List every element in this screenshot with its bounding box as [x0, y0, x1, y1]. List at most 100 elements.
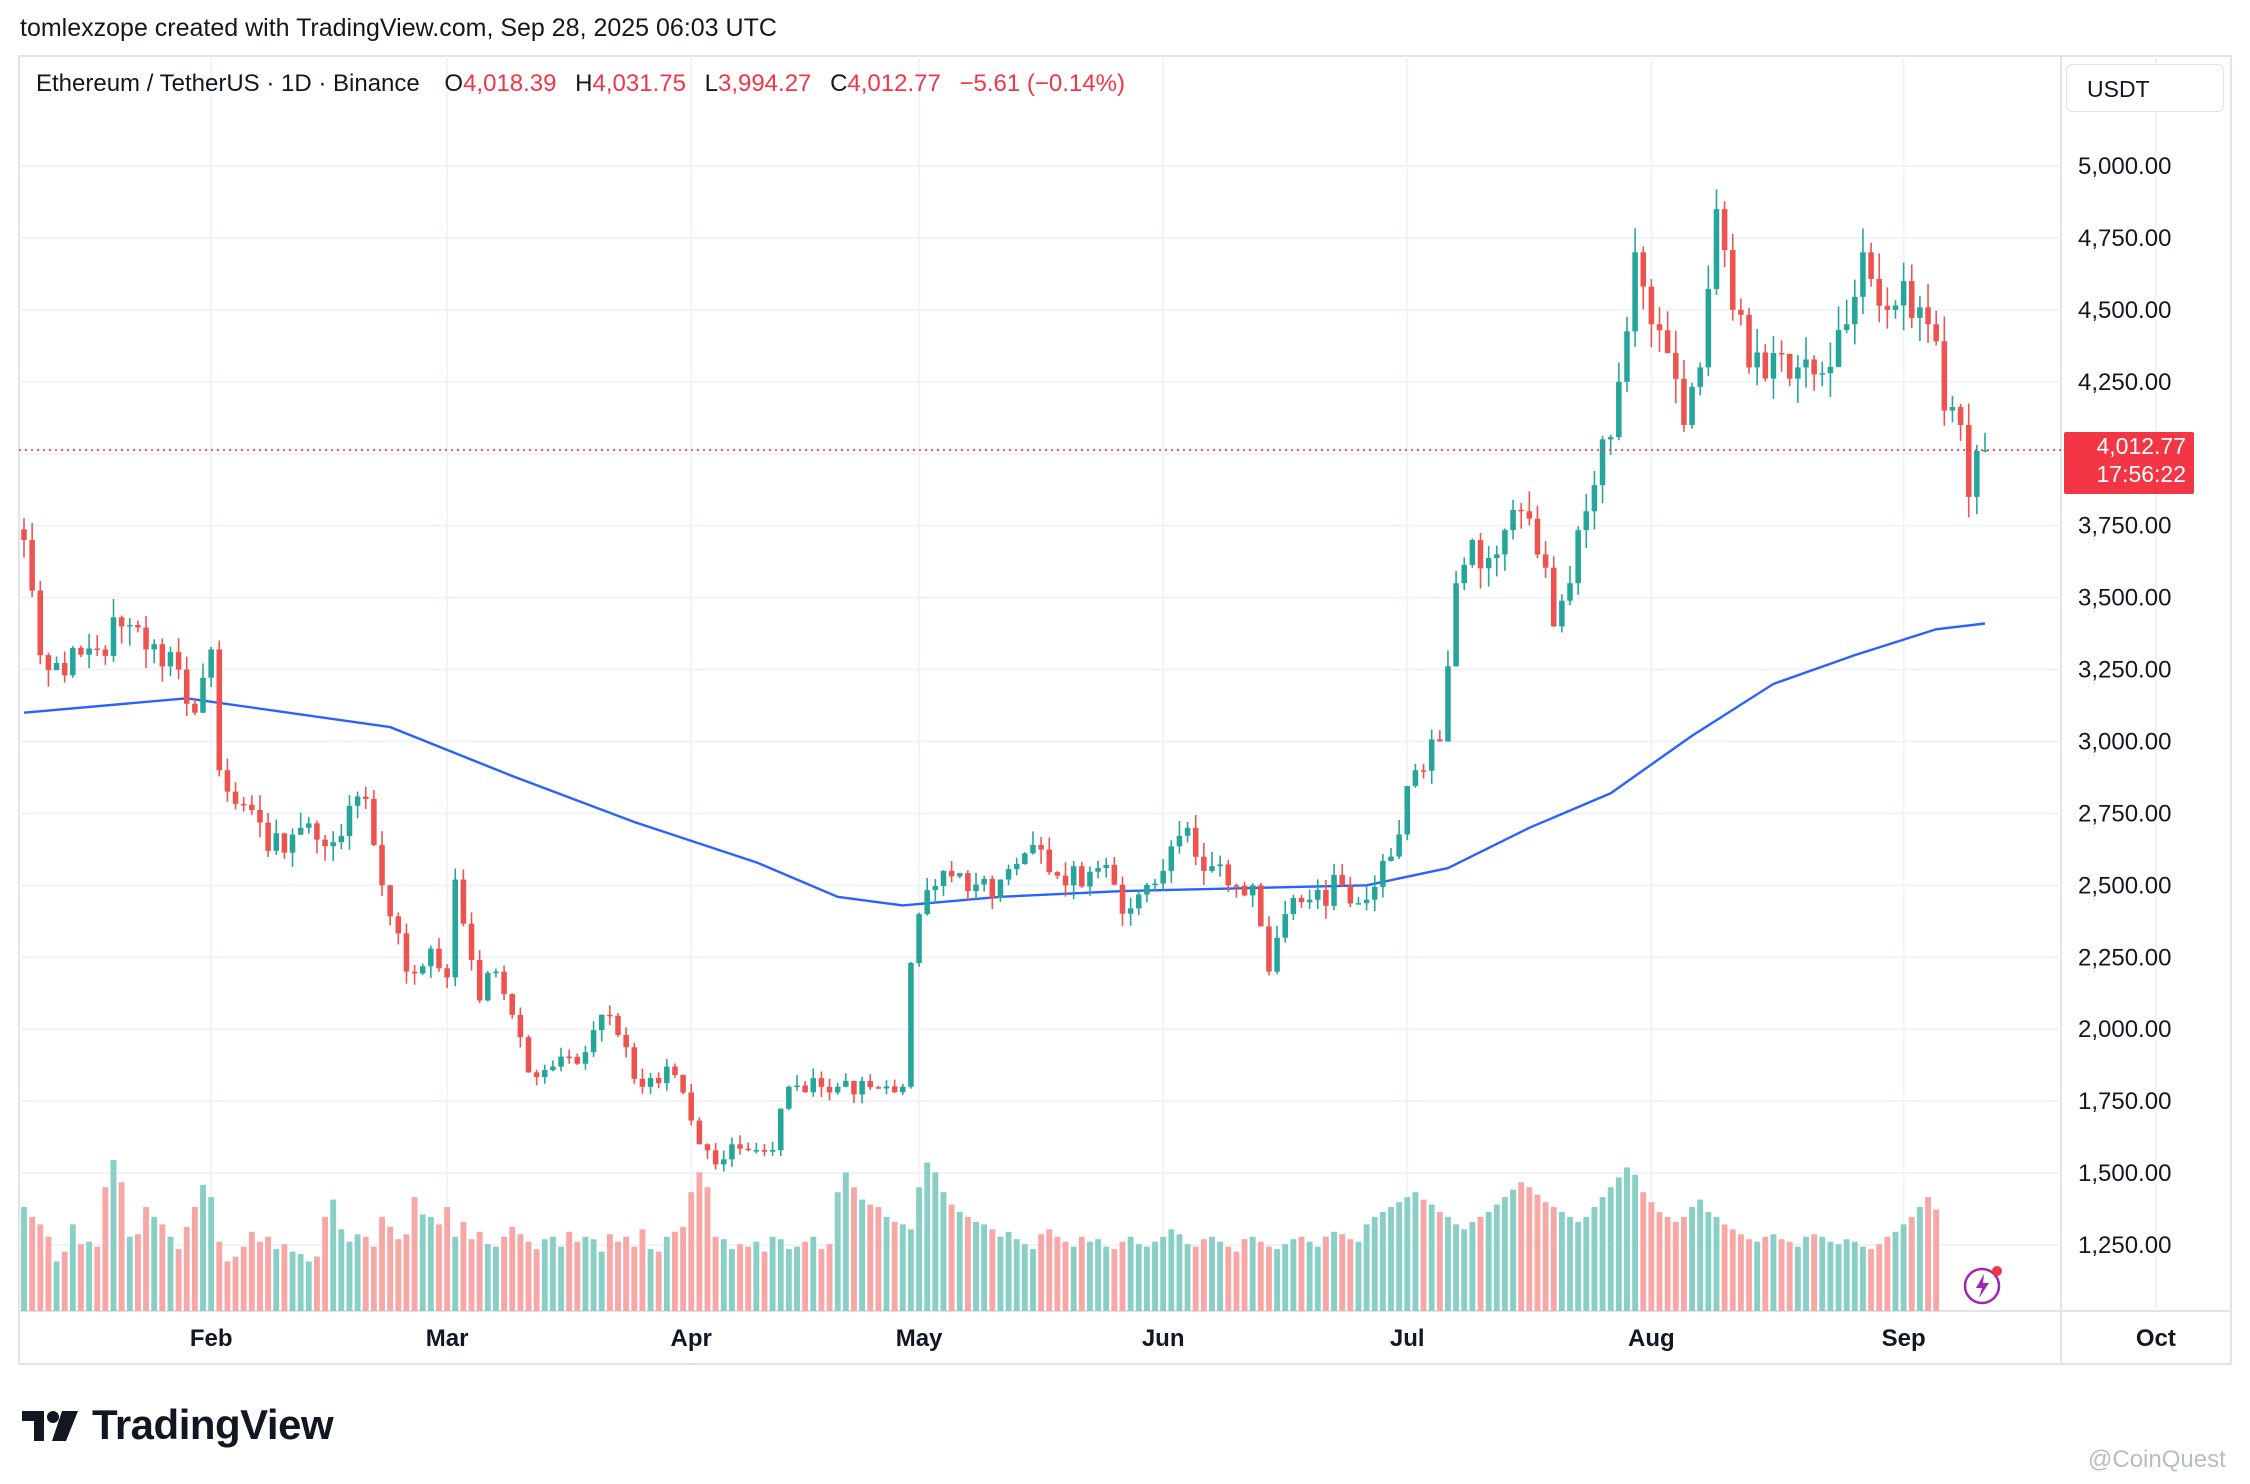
candle-body: [1876, 278, 1882, 306]
candle-body: [696, 1120, 703, 1145]
snapshot-icon[interactable]: [1962, 1262, 2006, 1306]
volume-bar: [1656, 1211, 1663, 1311]
candle-body: [761, 1150, 768, 1152]
candle-body: [940, 870, 947, 887]
candle-body: [1315, 889, 1321, 900]
volume-bar: [370, 1246, 377, 1311]
volume-bar: [1347, 1239, 1354, 1311]
candle-body: [1892, 305, 1899, 310]
volume-bar: [1762, 1236, 1769, 1311]
volume-bar: [175, 1249, 182, 1311]
candle-body: [53, 662, 60, 671]
volume-bar: [436, 1224, 442, 1311]
volume-bar: [1298, 1236, 1305, 1311]
low-value: 3,994.27: [717, 70, 812, 97]
open-value: 4,018.39: [463, 70, 557, 97]
candle-body: [1013, 864, 1020, 870]
volume-bar: [1933, 1209, 1940, 1311]
chart-attribution: tomlexzope created with TradingView.com,…: [20, 14, 777, 42]
candle-body: [509, 994, 515, 1015]
candle-body: [362, 796, 369, 800]
price-tick-label: 1,750.00: [2078, 1088, 2171, 1115]
price-tick-label: 4,500.00: [2078, 297, 2171, 324]
time-tick-label: Aug: [1628, 1325, 1675, 1352]
candle-body: [1640, 252, 1647, 287]
volume-bar: [541, 1239, 548, 1311]
volume-bar: [549, 1236, 556, 1311]
volume-bar: [867, 1204, 874, 1311]
candle-body: [265, 822, 271, 851]
volume-bar: [289, 1251, 296, 1311]
candle-body: [200, 677, 206, 713]
time-axis[interactable]: Feb Mar Apr May Jun Jul Aug Sep Oct: [190, 1325, 2176, 1352]
volume-bar: [712, 1236, 719, 1311]
candle-body: [289, 834, 296, 853]
volume-bar: [948, 1204, 955, 1311]
candle-body: [1925, 307, 1931, 325]
candle-body: [1664, 330, 1671, 354]
volume-bar: [167, 1236, 174, 1311]
change-value: −5.61 (−0.14%): [959, 70, 1125, 97]
volume-bar: [1054, 1236, 1061, 1311]
candle-body: [1087, 871, 1093, 887]
volume-bar: [680, 1226, 687, 1311]
volume-bar: [851, 1187, 857, 1311]
candle-body: [354, 796, 361, 806]
volume-bar: [208, 1197, 215, 1311]
candle-body: [1729, 250, 1736, 310]
volume-bar: [1868, 1249, 1875, 1311]
candle-body: [419, 966, 426, 974]
candle-body: [1258, 885, 1264, 927]
candle-body: [598, 1014, 605, 1031]
volume-bar: [1070, 1246, 1077, 1311]
volume-bar: [1396, 1202, 1403, 1311]
close-value: 4,012.77: [847, 70, 941, 97]
volume-bar: [248, 1231, 255, 1311]
volume-bar: [1697, 1199, 1704, 1311]
time-tick-label: Oct: [2136, 1325, 2176, 1352]
candle-body: [729, 1144, 735, 1160]
candle-body: [1217, 864, 1223, 867]
candle-body: [875, 1087, 882, 1089]
candle-body: [1371, 886, 1378, 900]
candle-body: [1835, 330, 1842, 367]
currency-selector[interactable]: USDT: [2066, 64, 2224, 112]
candle-body: [314, 823, 320, 840]
tradingview-logo[interactable]: TradingView: [22, 1400, 334, 1450]
candle-body: [1290, 897, 1297, 915]
volume-bar: [1095, 1239, 1102, 1311]
candle-body: [428, 948, 434, 967]
volume-bar: [1306, 1241, 1313, 1311]
volume-bar: [1501, 1197, 1508, 1311]
candle-body: [37, 590, 44, 656]
volume-bar: [1803, 1236, 1809, 1311]
volume-bar: [1721, 1224, 1728, 1311]
volume-bar: [720, 1239, 727, 1311]
candle-body: [607, 1014, 613, 1017]
candle-body: [908, 963, 914, 1087]
volume-bar: [1794, 1246, 1801, 1311]
volume-bar: [1689, 1207, 1695, 1311]
volume-bar: [964, 1216, 971, 1311]
candle-body: [859, 1080, 865, 1095]
candle-body: [1461, 564, 1468, 584]
volume-bar: [940, 1192, 947, 1311]
candle-body: [1428, 739, 1435, 771]
candle-body: [851, 1080, 857, 1095]
candle-body: [1331, 874, 1337, 906]
candle-body: [1038, 845, 1044, 850]
candle-body: [1168, 846, 1175, 871]
volume-bar: [1746, 1239, 1752, 1311]
candle-body: [1306, 899, 1313, 903]
candle-body: [1949, 407, 1956, 411]
candle-body: [330, 842, 336, 847]
volume-bar: [419, 1214, 426, 1311]
time-tick-label: Sep: [1882, 1325, 1926, 1352]
candle-body: [517, 1014, 524, 1038]
volume-bar: [452, 1236, 459, 1311]
candle-body: [1144, 884, 1150, 895]
symbol-title[interactable]: Ethereum / TetherUS · 1D · Binance: [36, 70, 420, 97]
price-axis[interactable]: 5,000.00 4,750.00 4,500.00 4,250.00 3,750.00…: [2078, 153, 2171, 1259]
volume-bar: [1705, 1211, 1712, 1311]
